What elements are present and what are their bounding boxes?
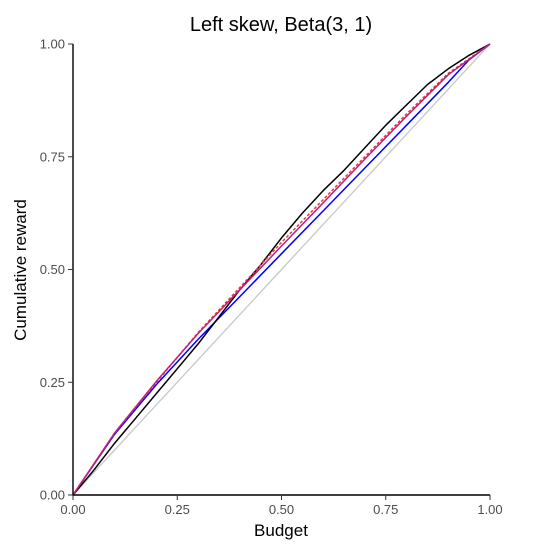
y-tick-label-4: 1.00 (40, 37, 65, 52)
y-tick-label-1: 0.25 (40, 375, 65, 390)
plot-area (72, 43, 491, 496)
x-axis-ticks: 0.00 0.25 0.50 0.75 1.00 (60, 495, 503, 517)
y-tick-label-0: 0.00 (40, 488, 65, 503)
y-tick-label-3: 0.75 (40, 149, 65, 164)
series-line-1 (72, 43, 491, 496)
x-axis-title: Budget (254, 521, 308, 540)
y-axis-ticks: 0.00 0.25 0.50 0.75 1.00 (40, 37, 73, 503)
series-line-3 (72, 43, 491, 496)
x-tick-label-4: 1.00 (477, 502, 502, 517)
series-line-0 (72, 43, 491, 496)
x-tick-label-3: 0.75 (373, 502, 398, 517)
x-tick-label-1: 0.25 (165, 502, 190, 517)
chart-title: Left skew, Beta(3, 1) (190, 14, 372, 36)
y-axis-title: Cumulative reward (11, 199, 30, 341)
y-tick-label-2: 0.50 (40, 262, 65, 277)
series-line-4 (72, 43, 491, 496)
series-line-2 (72, 43, 491, 496)
x-tick-label-0: 0.00 (60, 502, 85, 517)
x-tick-label-2: 0.50 (269, 502, 294, 517)
